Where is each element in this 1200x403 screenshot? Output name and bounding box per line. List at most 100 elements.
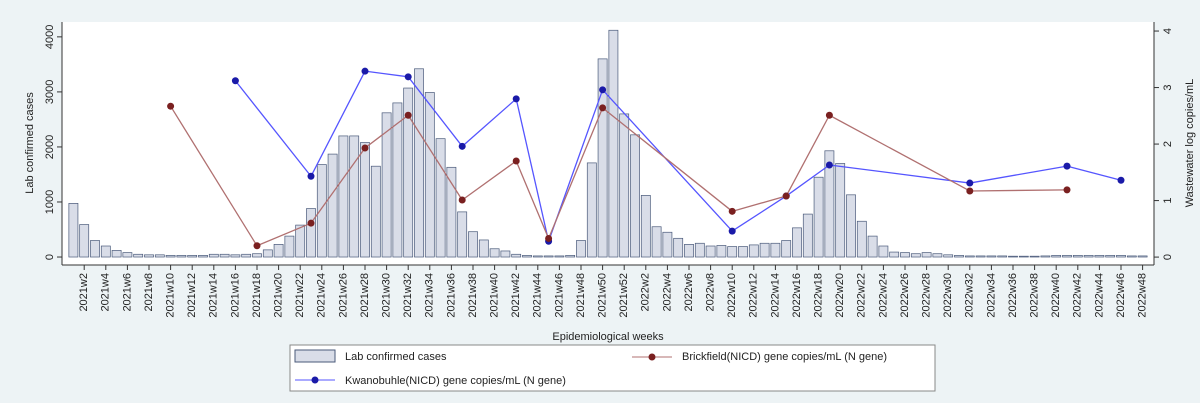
y2-tick-label: 3: [1162, 84, 1174, 90]
bar: [824, 150, 835, 258]
bar: [1018, 255, 1029, 258]
x-tick-label: 2021w4: [100, 273, 112, 312]
x-tick-label: 2022w20: [834, 273, 846, 318]
x-tick-label: 2021w8: [143, 273, 155, 312]
y2-tick-label: 1: [1162, 198, 1174, 204]
point: [728, 227, 736, 235]
legend-label: Kwanobuhle(NICD) gene copies/mL (N gene): [345, 375, 566, 387]
bar: [478, 239, 489, 258]
legend-label: Brickfield(NICD) gene copies/mL (N gene): [682, 351, 887, 363]
bar: [738, 246, 748, 258]
line-segment: [829, 114, 971, 192]
bar: [770, 242, 781, 258]
x-tick-label: 2021w36: [445, 273, 457, 318]
line-segment: [256, 222, 312, 247]
bar: [414, 68, 424, 258]
point: [1063, 162, 1071, 170]
x-tick-label: 2022w36: [1007, 273, 1019, 318]
x-tick-label: 2022w32: [964, 273, 976, 318]
x-tick-label: 2021w38: [467, 273, 479, 318]
bar: [889, 251, 900, 258]
bar: [360, 142, 370, 258]
bar: [554, 255, 565, 258]
bar: [435, 138, 446, 258]
bar: [867, 235, 878, 258]
x-tick-label: 2022w28: [921, 273, 933, 318]
point: [599, 86, 607, 94]
x-tick-label: 2021w30: [381, 273, 393, 318]
point: [966, 187, 974, 195]
bar: [284, 235, 295, 258]
x-tick-label: 2021w32: [402, 273, 414, 318]
x-tick-label: 2021w16: [229, 273, 241, 318]
x-tick-label: 2022w12: [748, 273, 760, 318]
bar: [511, 253, 522, 258]
x-tick-label: 2021w24: [316, 273, 328, 318]
point: [361, 144, 369, 152]
bar: [1029, 255, 1040, 258]
point: [404, 111, 412, 119]
x-tick-label: 2021w44: [532, 273, 544, 318]
line-segment: [547, 107, 604, 239]
bar: [1105, 255, 1116, 258]
bar: [835, 163, 846, 258]
y-axis-label: Lab confirmed cases: [24, 92, 36, 194]
bar: [262, 249, 273, 258]
line-segment: [731, 195, 787, 232]
y2-tick-label: 4: [1162, 28, 1174, 34]
line-segment: [785, 164, 830, 197]
bar: [640, 195, 651, 258]
bar: [705, 245, 716, 258]
point: [1063, 186, 1071, 194]
x-tick-label: 2021w26: [337, 273, 349, 318]
bar: [856, 220, 867, 258]
bar: [306, 208, 316, 258]
bar: [316, 164, 327, 258]
x-tick-label: 2021w6: [121, 273, 133, 312]
x-tick-label: 2022w46: [1115, 273, 1127, 318]
point: [361, 67, 369, 75]
line-segment: [407, 114, 463, 201]
bar: [424, 92, 435, 258]
bar: [252, 253, 262, 258]
x-tick-label: 2021w34: [424, 273, 436, 318]
bar: [608, 29, 619, 258]
x-tick-label: 2022w10: [726, 273, 738, 318]
bar: [878, 245, 889, 258]
bar: [79, 224, 90, 258]
y-tick-label: 3000: [44, 80, 56, 104]
bar: [781, 240, 792, 258]
x-tick-label: 2022w40: [1050, 273, 1062, 318]
line-segment: [364, 114, 409, 149]
bar: [446, 166, 457, 258]
line-segment: [515, 160, 550, 239]
x-tick-label: 2022w22: [856, 273, 868, 318]
line-segment: [602, 107, 733, 212]
point: [512, 95, 520, 103]
y2-axis-label: Wastewater log copies/mL: [1184, 79, 1196, 208]
bar: [802, 213, 813, 258]
y2-tick-label: 2: [1162, 141, 1174, 147]
bar: [986, 255, 997, 258]
x-tick-label: 2021w12: [186, 273, 198, 318]
bar: [673, 237, 684, 258]
bar: [532, 255, 543, 258]
x-tick-label: 2021w10: [165, 273, 177, 318]
bar: [133, 253, 144, 258]
bar: [694, 242, 705, 258]
legend-swatch: [648, 353, 656, 361]
line-segment: [407, 76, 463, 147]
bar: [543, 255, 554, 258]
bar: [338, 135, 349, 258]
bar: [651, 226, 662, 258]
bar: [1094, 255, 1105, 258]
x-tick-label: 2021w14: [208, 273, 220, 318]
bar: [457, 211, 468, 258]
x-tick-label: 2022w4: [661, 273, 673, 312]
x-tick-label: 2022w42: [1072, 273, 1084, 318]
bar: [381, 112, 392, 258]
point: [458, 142, 466, 150]
bar: [597, 58, 608, 258]
x-tick-label: 2022w18: [813, 273, 825, 318]
